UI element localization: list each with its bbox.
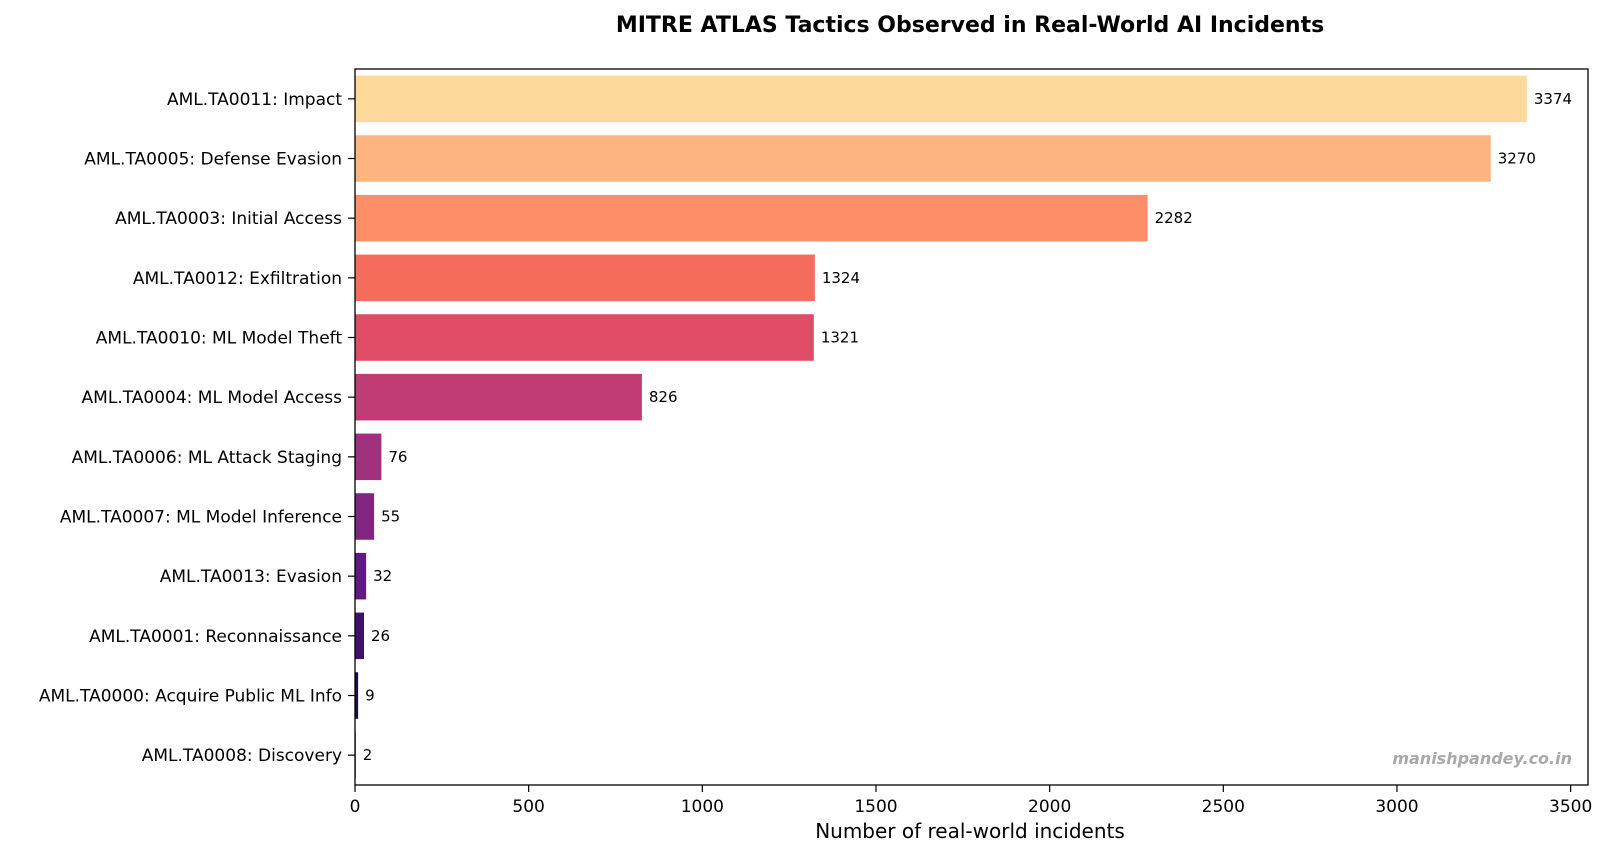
x-axis: 0 500 1000 1500 2000 2500 3000 3500 <box>350 785 1592 817</box>
bar-value-label: 2 <box>363 746 373 764</box>
y-tick-label: AML.TA0007: ML Model Inference <box>60 508 342 528</box>
x-axis-label: Number of real-world incidents <box>815 819 1125 843</box>
bar <box>355 552 367 600</box>
y-axis: AML.TA0011: Impact AML.TA0005: Defense Ev… <box>39 90 355 766</box>
y-tick-label: AML.TA0008: Discovery <box>142 746 342 766</box>
bar-value-label: 76 <box>388 448 407 466</box>
x-tick-label: 3000 <box>1375 797 1418 817</box>
bar <box>355 433 382 481</box>
chart-title: MITRE ATLAS Tactics Observed in Real-Wor… <box>616 13 1324 38</box>
bar <box>355 254 815 302</box>
bar-value-label: 26 <box>371 627 390 645</box>
y-tick-label: AML.TA0003: Initial Access <box>115 209 342 229</box>
plot-frame <box>354 68 1589 786</box>
x-tick-label: 500 <box>512 797 544 817</box>
watermark-text: manishpandey.co.in <box>1392 749 1572 768</box>
x-tick-label: 0 <box>350 797 361 817</box>
y-tick-label: AML.TA0010: ML Model Theft <box>96 329 343 349</box>
x-tick-label: 2500 <box>1202 797 1245 817</box>
y-tick-label: AML.TA0001: Reconnaissance <box>89 627 342 647</box>
bar <box>355 493 375 540</box>
bar <box>355 373 642 421</box>
bar <box>355 194 1148 242</box>
y-tick-label: AML.TA0006: ML Attack Staging <box>72 448 342 468</box>
bars-layer <box>355 75 1527 779</box>
x-tick-label: 2000 <box>1028 797 1071 817</box>
data-labels-layer: 3374 3270 2282 1324 1321 826 76 55 32 26 9 2 <box>363 90 1572 764</box>
y-tick-label: AML.TA0000: Acquire Public ML Info <box>39 687 342 707</box>
bar-value-label: 9 <box>365 687 375 705</box>
bar-value-label: 826 <box>649 388 678 406</box>
bar-value-label: 3270 <box>1498 150 1536 168</box>
bar-value-label: 1321 <box>821 329 859 347</box>
y-tick-label: AML.TA0012: Exfiltration <box>133 269 342 289</box>
bar <box>355 135 1491 182</box>
y-tick-label: AML.TA0005: Defense Evasion <box>84 150 342 170</box>
bar-value-label: 55 <box>381 508 400 526</box>
y-tick-label: AML.TA0013: Evasion <box>160 567 342 587</box>
x-tick-label: 3500 <box>1549 797 1592 817</box>
bar <box>355 672 359 719</box>
bar-value-label: 2282 <box>1155 209 1193 227</box>
x-tick-label: 1500 <box>854 797 897 817</box>
x-tick-label: 1000 <box>681 797 724 817</box>
bar <box>355 612 365 660</box>
bar-value-label: 32 <box>373 567 392 585</box>
y-tick-label: AML.TA0011: Impact <box>167 90 342 110</box>
bar-value-label: 3374 <box>1534 90 1572 108</box>
bar-value-label: 1324 <box>822 269 860 287</box>
bar <box>355 75 1527 123</box>
y-tick-label: AML.TA0004: ML Model Access <box>82 388 343 408</box>
bar <box>355 314 814 361</box>
